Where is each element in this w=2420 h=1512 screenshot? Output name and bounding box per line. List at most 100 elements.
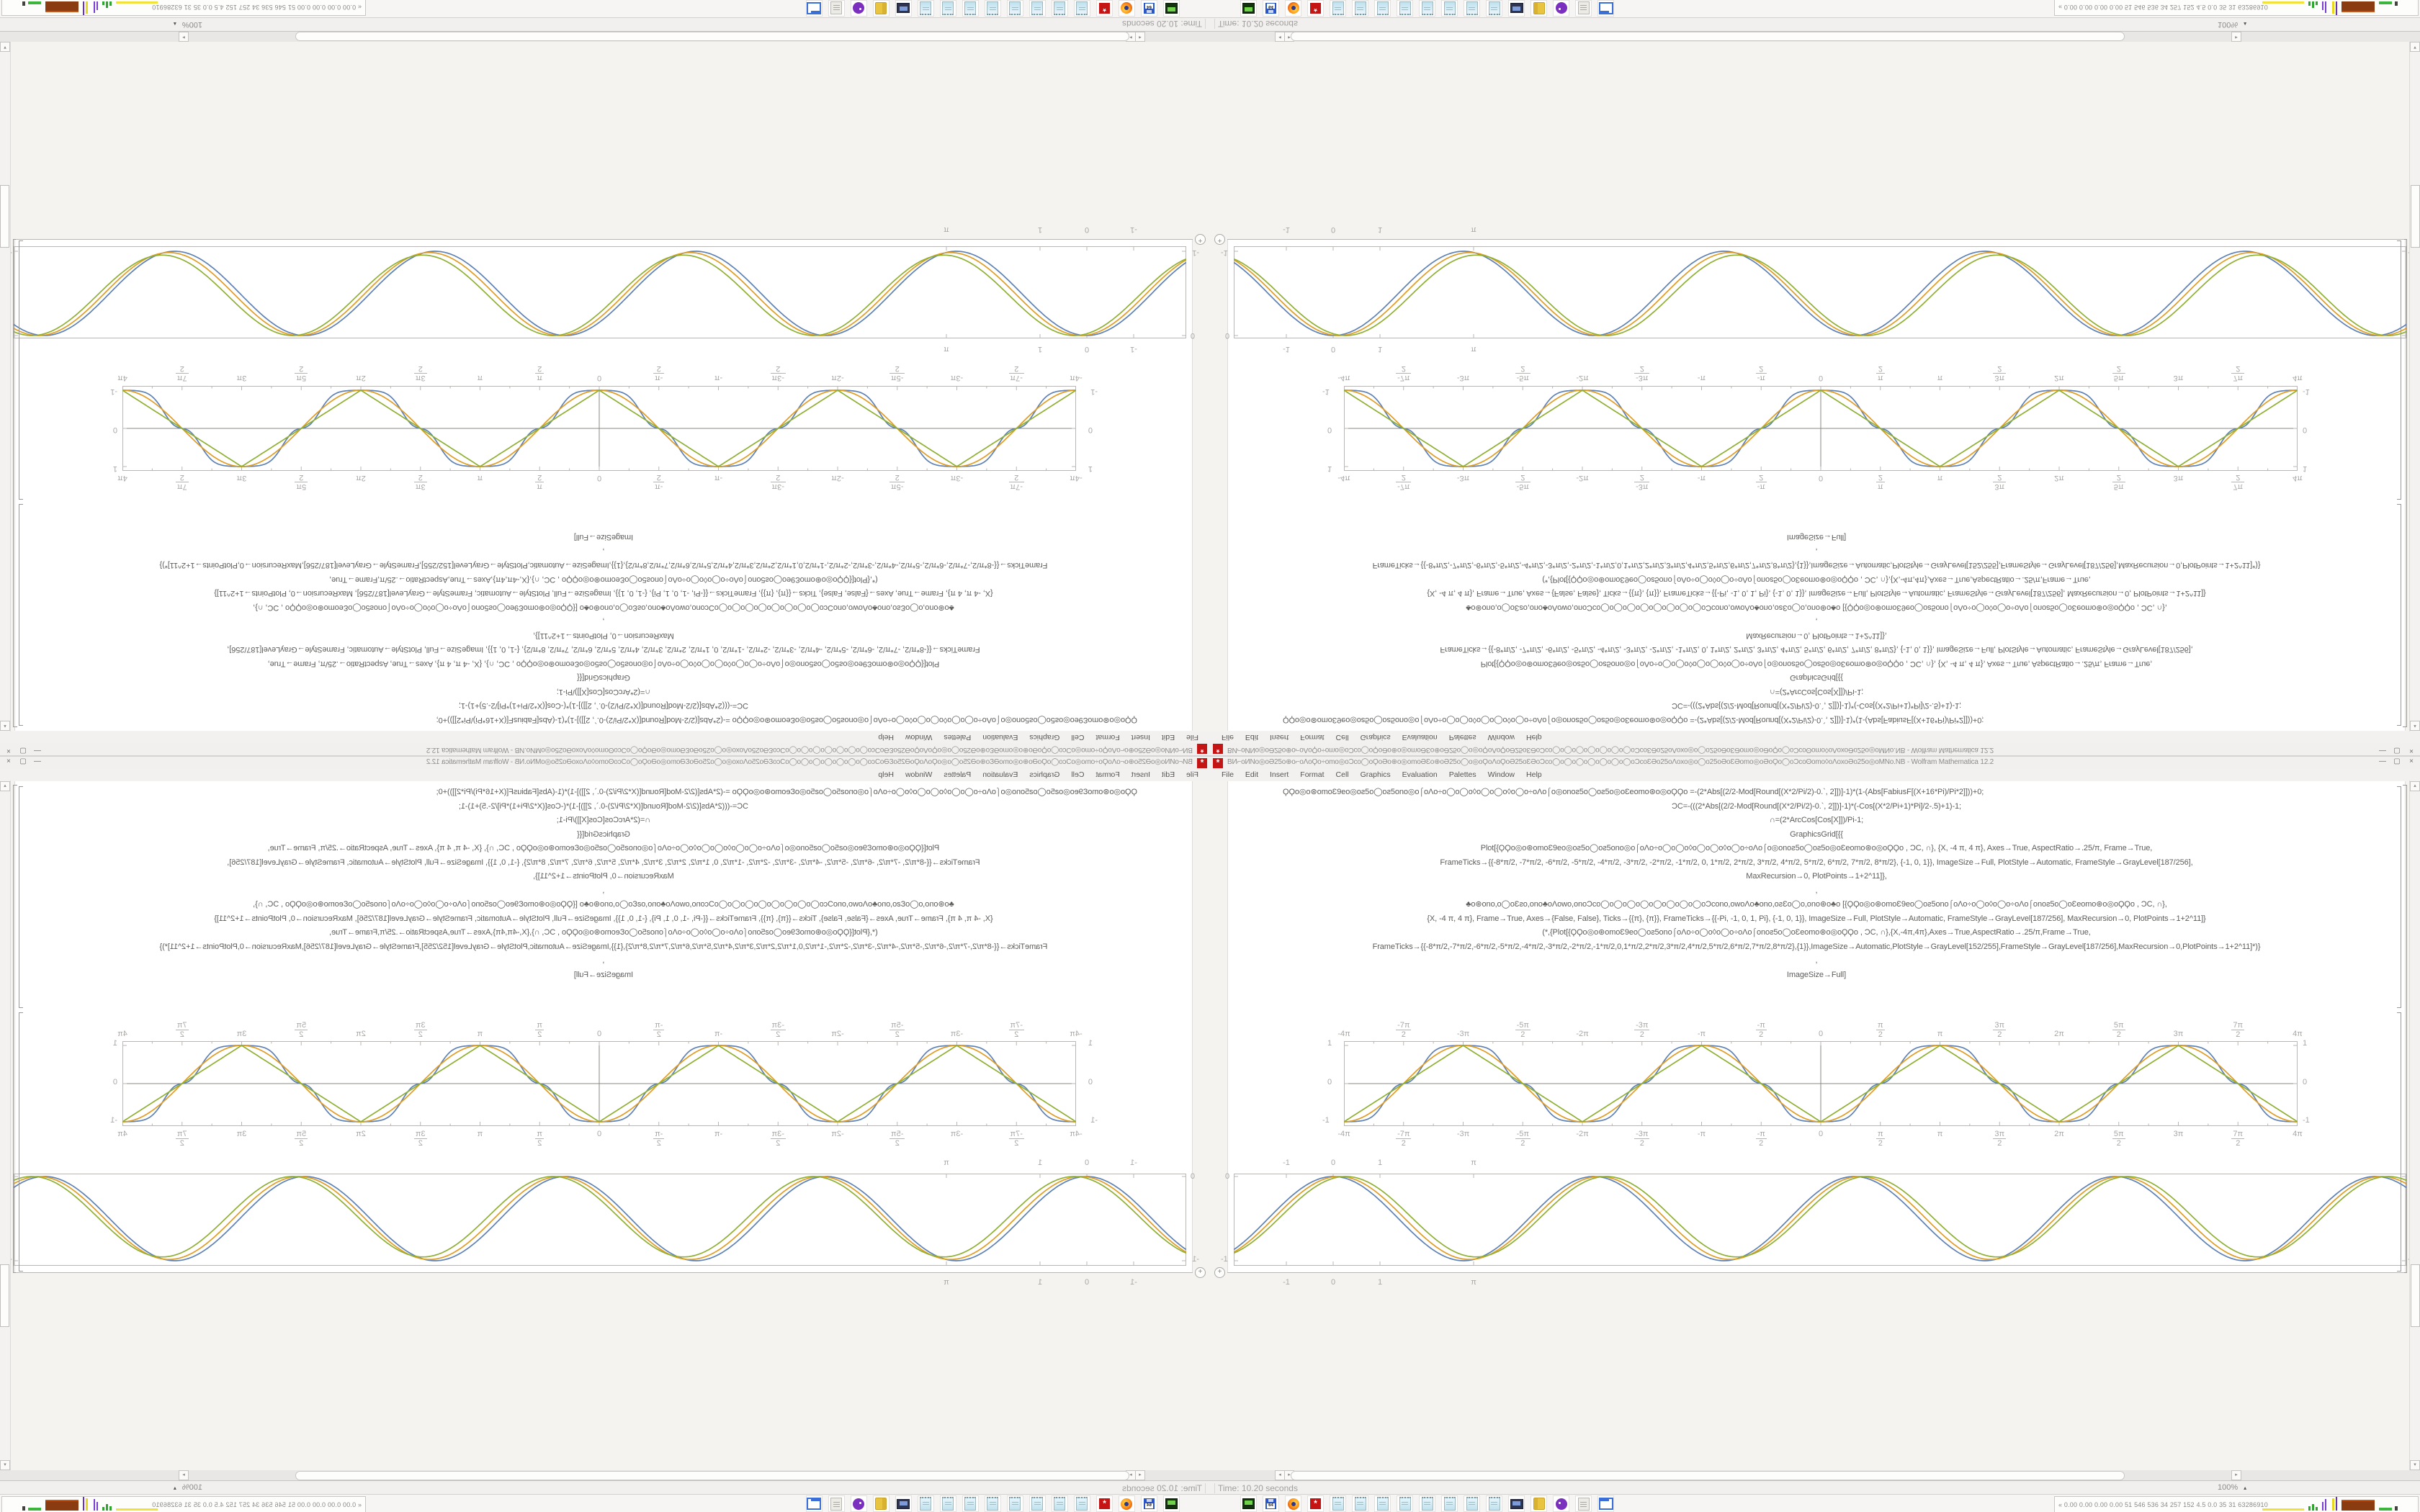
minimize-button[interactable]: — <box>34 757 41 765</box>
menu-edit[interactable]: Edit <box>1161 770 1175 779</box>
text-editor-icon[interactable] <box>985 1495 1001 1512</box>
code-line[interactable]: ∩=(2*ArcCos[Cos[X]])/Pi-1; <box>556 688 651 696</box>
input-code-cell[interactable]: ϘϘo◎o⊛omoƐ9eo◎oƨ5o◯oƨ5ono◎o⌠oΛo÷o◯o◯o◊o◯… <box>37 786 1170 982</box>
code-line[interactable]: ImageSize→Full] <box>1786 970 1847 979</box>
window-title-bar[interactable]: * ВИ⌐oИNo◎oƏ25o⊕o⌐oΛoϘo÷omo◎oƆco◯oϘoƏo⊕o… <box>1210 743 2420 756</box>
code-line[interactable]: MaxRecursion→0, PlotPoints→1+2^11]}, <box>533 631 674 640</box>
output-cell-bracket[interactable] <box>2397 240 2401 500</box>
window-title-bar[interactable]: * ВИ⌐oИNo◎oƏ25o⊕o⌐oΛoϘo÷omo◎oƆco◯oϘoƏo⊕o… <box>1210 756 2420 769</box>
code-line[interactable]: (*,{Plot[{ϘϘo◎o⊛omoƐ9eo◯oƨ5ono⌠oΛo÷o◯o◊o… <box>1542 928 2091 937</box>
scroll-left-icon[interactable]: ◂ <box>1135 32 1145 42</box>
text-editor-icon[interactable] <box>1029 1495 1046 1512</box>
floppy-64-icon[interactable] <box>1141 0 1157 17</box>
menu-evaluation[interactable]: Evaluation <box>982 770 1018 779</box>
vertical-scrollbar[interactable]: ▴ ▾ <box>0 780 11 1470</box>
menu-graphics[interactable]: Graphics <box>1360 733 1391 742</box>
text-editor-icon[interactable] <box>1441 1495 1458 1512</box>
code-line[interactable]: GraphicsGrid[{{ <box>1790 673 1843 683</box>
zoom-level-label[interactable]: 100% <box>2218 1483 2238 1492</box>
horizontal-scrollbar[interactable]: ◂ ▸ ▸ <box>1210 32 2420 42</box>
text-editor-icon[interactable] <box>1352 1495 1368 1512</box>
vertical-scrollbar-thumb[interactable] <box>0 185 9 248</box>
maximize-button[interactable]: ▢ <box>2393 757 2401 765</box>
code-line[interactable]: ϘϘo◎o⊛omoƐ9eo◎oƨ5o◯oƨ5ono◎o⌠oΛo÷o◯o◯o◊o◯… <box>436 716 1137 724</box>
code-line[interactable]: GraphicsGrid[{{ <box>577 829 630 839</box>
text-editor-icon[interactable] <box>1007 0 1023 17</box>
code-line[interactable]: ♣o⊛ono,o◯oƐƨo,ono♣oΛowo,onoƆco◯o◯o◯o◯o◯o… <box>253 603 954 612</box>
red-gear-icon[interactable]: * <box>1307 0 1324 17</box>
close-button[interactable]: × <box>2409 747 2414 755</box>
text-editor-icon[interactable] <box>1374 0 1391 17</box>
purple-app-icon[interactable] <box>1553 0 1569 17</box>
code-line[interactable]: GraphicsGrid[{{ <box>577 673 630 683</box>
notebook-page[interactable]: ϘϘo◎o⊛omoƐ9eo◎oƨ5o◯oƨ5ono◎o⌠oΛo÷o◯o◯o◊o◯… <box>5 225 1199 731</box>
code-line[interactable]: ∩=(2*ArcCos[Cos[X]])/Pi-1; <box>1769 688 1864 696</box>
folder-icon[interactable] <box>873 0 889 17</box>
code-line[interactable]: MaxRecursion→0, PlotPoints→1+2^11]}, <box>1746 631 1887 640</box>
red-gear-icon[interactable]: * <box>1307 1495 1324 1512</box>
cell-insert-plus-icon[interactable]: + <box>1195 1267 1206 1278</box>
code-line[interactable]: (*,{Plot[{ϘϘo◎o⊛omoƐ9eo◯oƨ5ono⌠oΛo÷o◯o◊o… <box>329 928 878 937</box>
display-settings-icon[interactable] <box>1508 1495 1525 1512</box>
output-cell-bracket[interactable] <box>19 1012 23 1272</box>
code-line[interactable]: (*,{Plot[{ϘϘo◎o⊛omoƐ9eo◯oƨ5ono⌠oΛo÷o◯o◊o… <box>1542 575 2091 584</box>
folder-icon[interactable] <box>1531 0 1547 17</box>
text-editor-icon[interactable] <box>918 1495 934 1512</box>
firefox-icon[interactable] <box>1285 1495 1301 1512</box>
code-line[interactable]: FrameTicks→{{-8*π/2, -7*π/2, -6*π/2, -5*… <box>227 645 980 654</box>
zoom-level-label[interactable]: 100% <box>182 1483 202 1492</box>
menu-file[interactable]: File <box>1186 770 1198 779</box>
cell-insertion-line[interactable] <box>1227 239 2404 240</box>
code-line[interactable]: FrameTicks→{{-8*π/2,-7*π/2,-6*π/2,-5*π/2… <box>1372 942 2261 951</box>
zoom-popup-arrow-icon[interactable]: ▴ <box>173 1484 176 1491</box>
menu-format[interactable]: Format <box>1300 770 1325 779</box>
menu-edit[interactable]: Edit <box>1161 733 1175 742</box>
screen-app-icon[interactable] <box>1163 1495 1180 1512</box>
code-cell-bracket[interactable] <box>2397 504 2401 726</box>
purple-app-icon[interactable] <box>1553 1495 1569 1512</box>
vertical-scrollbar-thumb[interactable] <box>0 1264 9 1327</box>
code-line[interactable]: ƆC=-(((2*Abs[(2/2-Mod[Round[(X*2/Pi/2)-0… <box>1672 701 1961 711</box>
cell-insertion-line[interactable] <box>16 239 1193 240</box>
menu-format[interactable]: Format <box>1300 733 1325 742</box>
text-editor-icon[interactable] <box>1074 1495 1090 1512</box>
display-settings-icon[interactable] <box>1508 0 1525 17</box>
code-line[interactable]: ♣o⊛ono,o◯oƐƨo,ono♣oΛowo,onoƆco◯o◯o◯o◯o◯o… <box>1466 900 2167 909</box>
text-editor-icon[interactable] <box>1486 1495 1502 1512</box>
text-editor-icon[interactable] <box>1330 1495 1346 1512</box>
menu-file[interactable]: File <box>1222 770 1234 779</box>
document-scroll-icon[interactable] <box>828 0 845 17</box>
menu-help[interactable]: Help <box>1526 770 1542 779</box>
window-app-icon[interactable] <box>1597 1495 1614 1512</box>
scroll-left-icon[interactable]: ◂ <box>1275 32 1285 42</box>
text-editor-icon[interactable] <box>1397 1495 1413 1512</box>
scroll-right-far-icon[interactable]: ▸ <box>179 32 189 42</box>
folder-icon[interactable] <box>1531 1495 1547 1512</box>
window-app-icon[interactable] <box>1597 0 1614 17</box>
firefox-icon[interactable] <box>1119 0 1135 17</box>
window-app-icon[interactable] <box>806 0 823 17</box>
close-button[interactable]: × <box>6 747 11 755</box>
code-line[interactable]: ImageSize→Full] <box>573 533 634 542</box>
zoom-level-label[interactable]: 100% <box>2218 20 2238 29</box>
code-line[interactable]: {X, -4 π, 4 π}, Frame→True, Axes→{False,… <box>1427 589 2206 598</box>
close-button[interactable]: × <box>6 757 11 765</box>
system-monitor-widget[interactable]: « 0.00 0.00 0.00 0.00 51 546 536 34 257 … <box>2054 0 2419 16</box>
horizontal-scrollbar[interactable]: ◂ ▸ ▸ <box>0 1470 1210 1480</box>
menu-edit[interactable]: Edit <box>1245 770 1259 779</box>
menu-evaluation[interactable]: Evaluation <box>982 733 1018 742</box>
code-line[interactable]: ϘϘo◎o⊛omoƐ9eo◎oƨ5o◯oƨ5ono◎o⌠oΛo÷o◯o◯o◊o◯… <box>1283 716 1984 724</box>
code-line[interactable]: Plot[{ϘϘo◎o⊛omoƐ9eo◎oƨ5o◯oƨ5ono◎o⌠oΛo÷o◯… <box>1480 844 2153 852</box>
code-line[interactable]: ϘϘo◎o⊛omoƐ9eo◎oƨ5o◯oƨ5ono◎o⌠oΛo÷o◯o◯o◊o◯… <box>436 788 1137 796</box>
vertical-scrollbar[interactable]: ▴ ▾ <box>2409 42 2420 732</box>
menu-edit[interactable]: Edit <box>1245 733 1259 742</box>
text-editor-icon[interactable] <box>1397 0 1413 17</box>
text-editor-icon[interactable] <box>1029 0 1046 17</box>
menu-insert[interactable]: Insert <box>1270 770 1289 779</box>
code-line[interactable]: ImageSize→Full] <box>1786 533 1847 542</box>
cell-group-bracket[interactable] <box>2403 785 2407 1273</box>
floppy-64-icon[interactable] <box>1263 0 1279 17</box>
vertical-scrollbar[interactable]: ▴ ▾ <box>0 42 11 732</box>
cell-insertion-line[interactable] <box>16 1272 1193 1273</box>
text-editor-icon[interactable] <box>1374 1495 1391 1512</box>
